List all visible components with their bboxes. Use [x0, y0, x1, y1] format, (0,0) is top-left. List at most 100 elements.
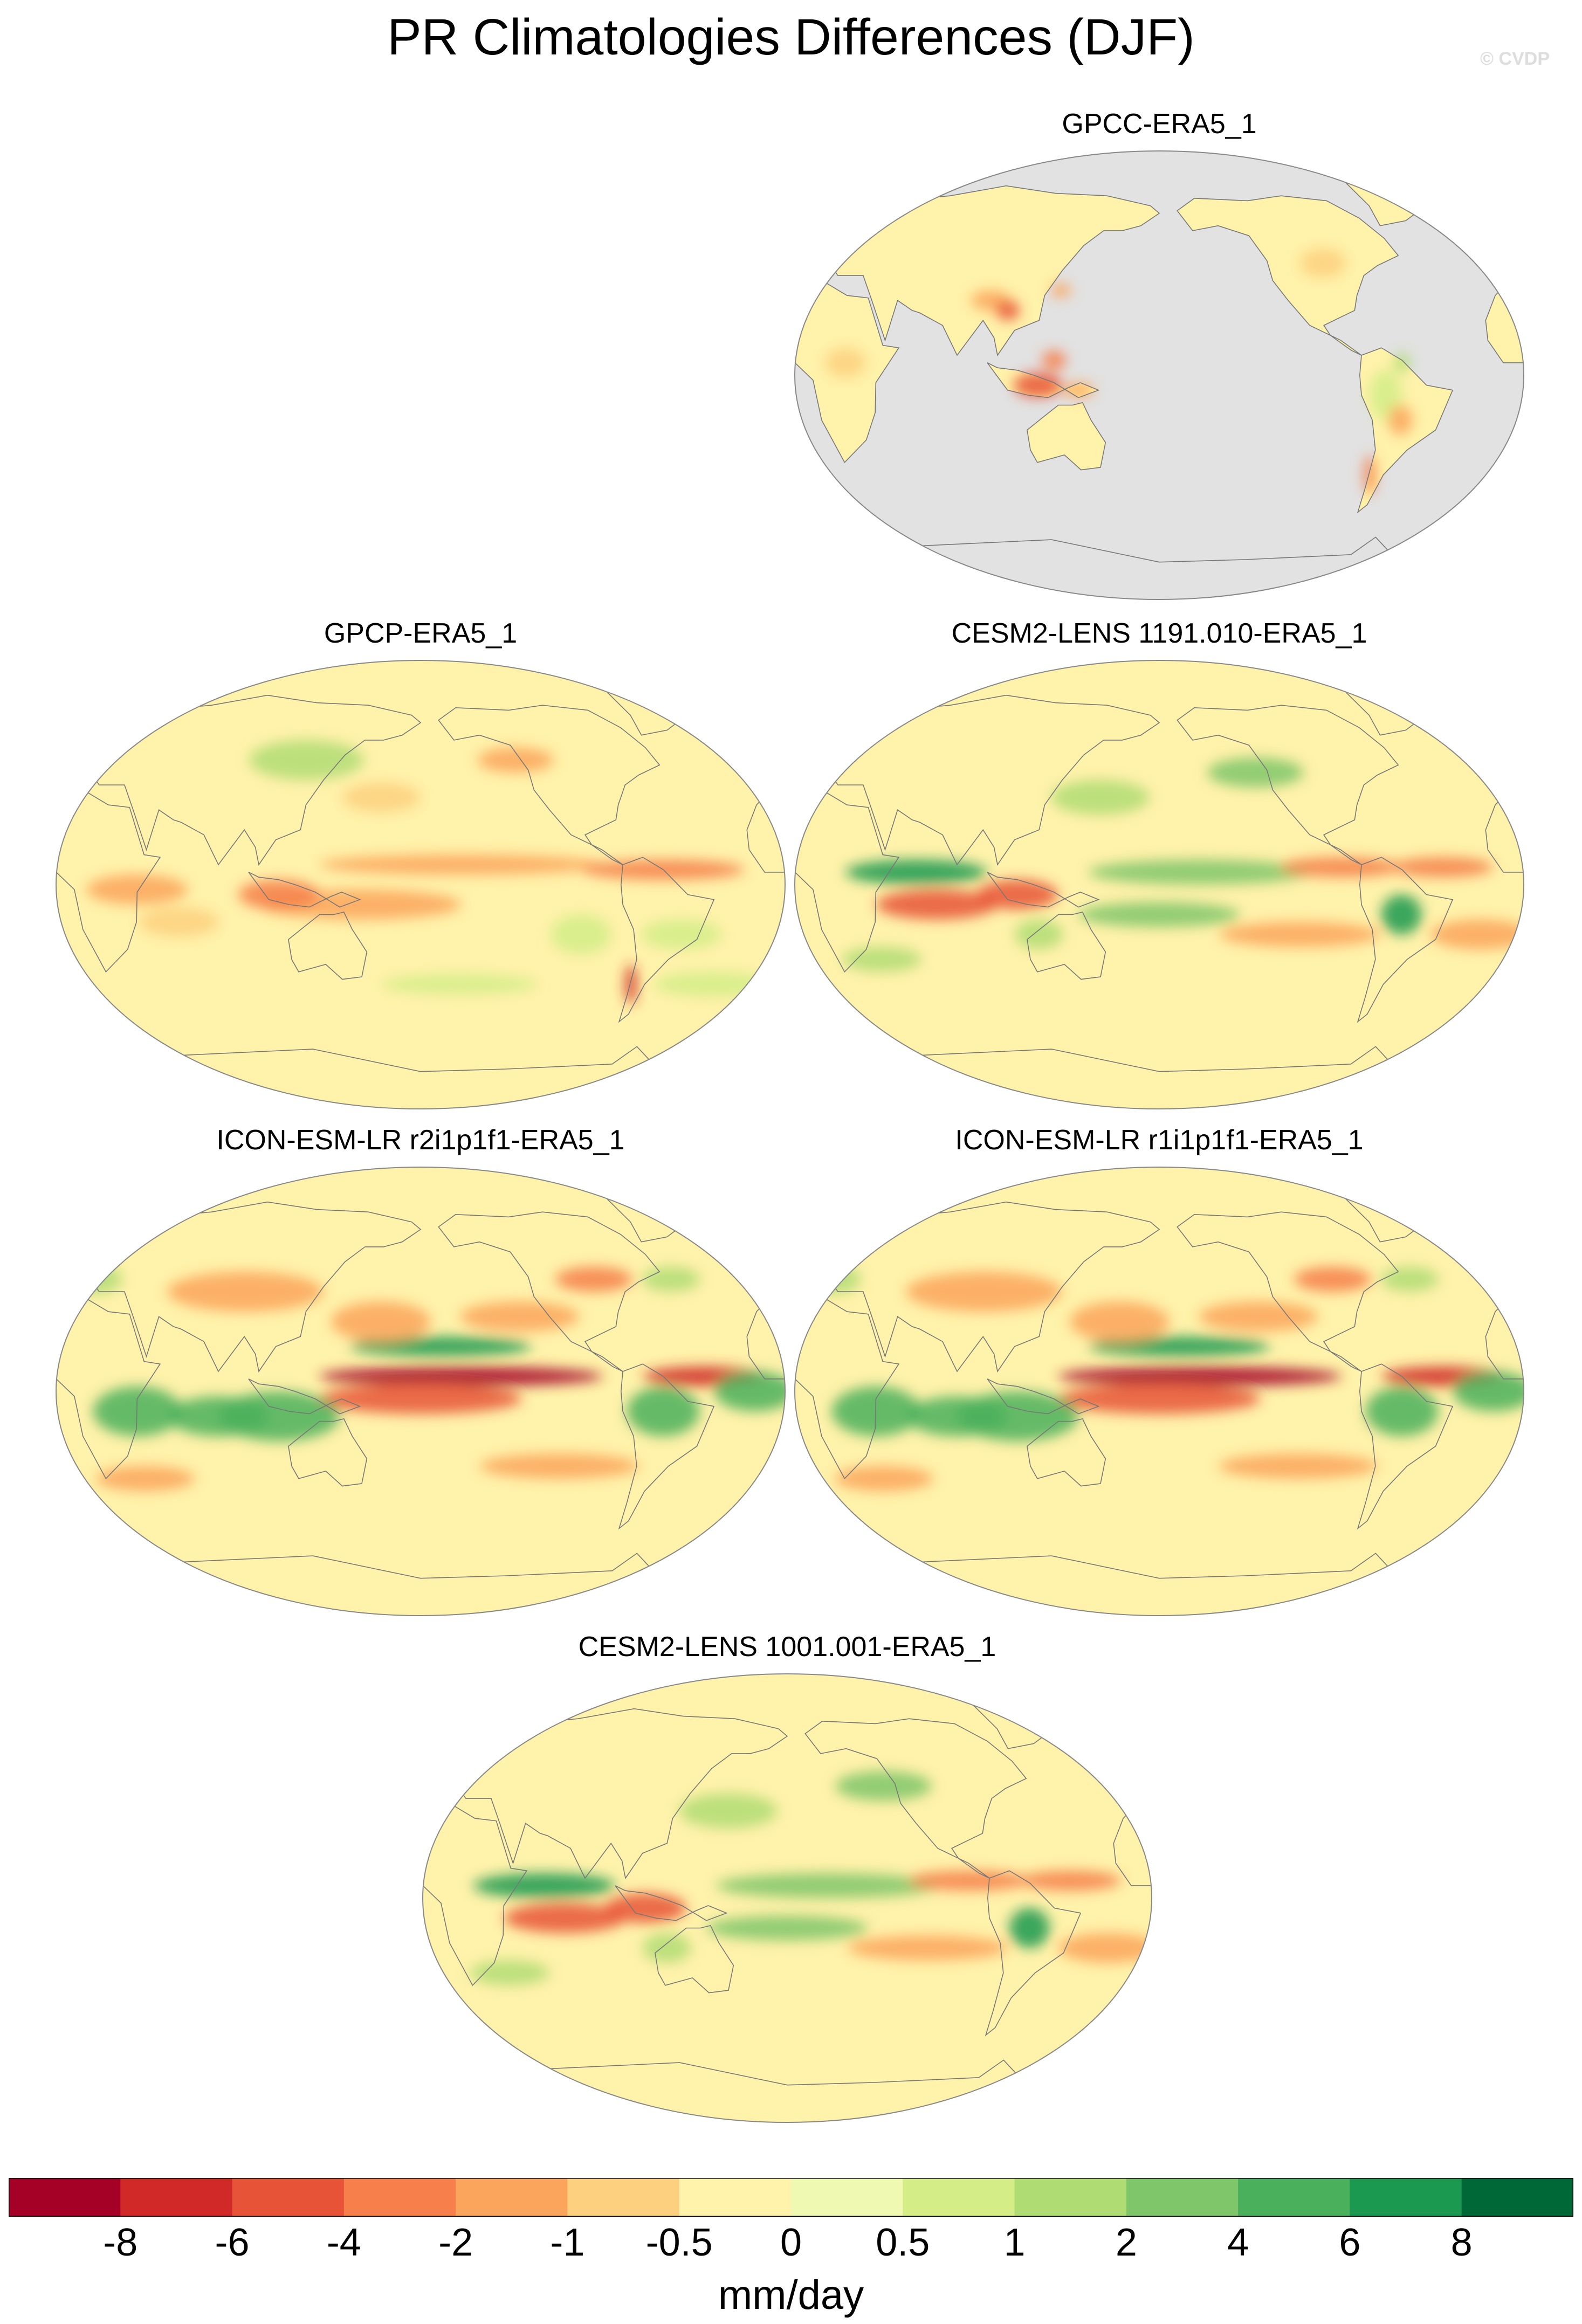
colorbar-tick-label: -8: [103, 2221, 138, 2264]
panel-title: CESM2-LENS 1001.001-ERA5_1: [578, 1631, 996, 1663]
anomaly-blob: [1058, 1366, 1342, 1387]
coastline: [841, 1553, 1477, 1616]
coastline: [248, 872, 361, 908]
colorbar-swatch: [456, 2178, 568, 2217]
anomaly-blob: [906, 1396, 1008, 1437]
coastline: [841, 1046, 1477, 1109]
anomaly-blob: [1013, 373, 1062, 398]
anomaly-blob: [835, 1466, 933, 1491]
anomaly-field: [842, 757, 1524, 972]
coastline: [1487, 1264, 1514, 1302]
anomaly-blob: [1078, 902, 1240, 927]
colorbar-swatch: [679, 2178, 792, 2217]
coastline: [618, 857, 715, 1023]
coastline: [655, 1925, 734, 1994]
anomaly-blob: [643, 1933, 691, 1963]
anomaly-blob: [1009, 1908, 1050, 1948]
coastline: [1357, 1363, 1454, 1530]
map-panel-icon-esm-r1: ICON-ESM-LR r1i1p1f1-ERA5_1: [793, 1124, 1526, 1620]
colorbar-tick-label: -2: [438, 2221, 473, 2264]
anomaly-blob: [480, 1453, 639, 1479]
anomaly-blob: [139, 907, 219, 937]
colorbar-tick-label: 0: [780, 2221, 802, 2264]
anomaly-blob: [93, 1386, 182, 1437]
anomaly-blob: [1219, 922, 1380, 947]
anomaly-blob: [473, 1873, 615, 1898]
anomaly-blob: [1430, 919, 1524, 950]
anomaly-blob: [847, 1935, 1008, 1961]
map-border: [56, 1167, 786, 1616]
coastline: [56, 792, 161, 973]
coastline: [1357, 857, 1454, 1023]
coastline: [615, 1885, 728, 1921]
map-border: [794, 1167, 1524, 1616]
anomaly-blob: [831, 1386, 921, 1437]
map-panel-gpcc-era5: GPCC-ERA5_1: [793, 108, 1526, 604]
anomaly-blob: [1392, 857, 1493, 878]
colorbar-tick-label: 0.5: [876, 2221, 930, 2264]
anomaly-blob: [331, 1301, 431, 1342]
anomaly-blob: [977, 879, 1058, 910]
panel-title: ICON-ESM-LR r1i1p1f1-ERA5_1: [955, 1125, 1364, 1156]
anomaly-blob: [551, 914, 611, 955]
colorbar-swatch: [1014, 2178, 1127, 2217]
anomaly-blob: [460, 1301, 580, 1332]
anomaly-blob: [1299, 248, 1346, 278]
anomaly-blob: [1089, 1336, 1270, 1357]
coastline: [1177, 705, 1399, 865]
coastline: [618, 1363, 715, 1530]
coastline: [987, 1378, 1100, 1415]
anomaly-blob: [1388, 405, 1413, 435]
map-border: [794, 660, 1524, 1109]
colorbar-swatch: [9, 2178, 121, 2217]
anomaly-blob: [641, 919, 722, 950]
anomaly-blob: [906, 1272, 1062, 1312]
anomaly-blob: [1020, 1871, 1121, 1891]
panel-title: ICON-ESM-LR r2i1p1f1-ERA5_1: [216, 1125, 625, 1156]
map-field: [795, 660, 1524, 1109]
anomaly-blob: [842, 947, 921, 972]
colorbar-swatch: [232, 2178, 345, 2217]
anomaly-blob: [168, 1396, 269, 1437]
robinson-map: [794, 150, 1524, 600]
coastline: [987, 362, 1100, 398]
colorbar-tick-label: 4: [1227, 2221, 1249, 2264]
anomaly-field: [64, 1264, 785, 1491]
anomaly-blob: [625, 964, 637, 1004]
coastline: [795, 282, 900, 464]
anomaly-blob: [1058, 1384, 1261, 1414]
ocean-background: [423, 1674, 1152, 2122]
anomaly-blob: [86, 874, 188, 905]
anomaly-blob: [714, 1371, 785, 1411]
colorbar-swatch: [567, 2178, 680, 2217]
robinson-map: [794, 660, 1524, 1109]
anomaly-blob: [1058, 1933, 1152, 1963]
anomaly-blob: [1199, 1301, 1318, 1332]
anomaly-field: [470, 1771, 1152, 1985]
colorbar-swatch: [1461, 2178, 1573, 2217]
anomaly-blob: [1207, 757, 1304, 788]
anomaly-blob: [1015, 919, 1063, 950]
anomaly-blob: [1070, 1301, 1170, 1342]
panel-title: GPCC-ERA5_1: [1062, 108, 1257, 140]
anomaly-blob: [1051, 780, 1150, 815]
anomaly-blob: [679, 1793, 778, 1829]
map-panel-icon-esm-r2: ICON-ESM-LR r2i1p1f1-ERA5_1: [54, 1124, 787, 1620]
anomaly-blob: [706, 1915, 868, 1941]
anomaly-blob: [342, 782, 421, 812]
coastline: [1177, 195, 1399, 356]
colorbar-swatch: [343, 2178, 456, 2217]
coastline: [248, 1378, 361, 1415]
colorbar-tick-label: 8: [1450, 2221, 1473, 2264]
anomaly-blob: [1219, 1453, 1378, 1479]
map-panel-cesm2-lens-1001: CESM2-LENS 1001.001-ERA5_1: [421, 1631, 1154, 2127]
colorbar-tick-label: -4: [326, 2221, 361, 2264]
anomaly-blob: [249, 740, 364, 780]
coastline: [102, 1553, 739, 1616]
anomaly-blob: [350, 1336, 531, 1357]
land-fill: [1177, 196, 1399, 355]
anomaly-blob: [1042, 350, 1067, 370]
robinson-map: [794, 1167, 1524, 1616]
map-field: [795, 151, 1524, 599]
ocean-background: [795, 660, 1524, 1109]
